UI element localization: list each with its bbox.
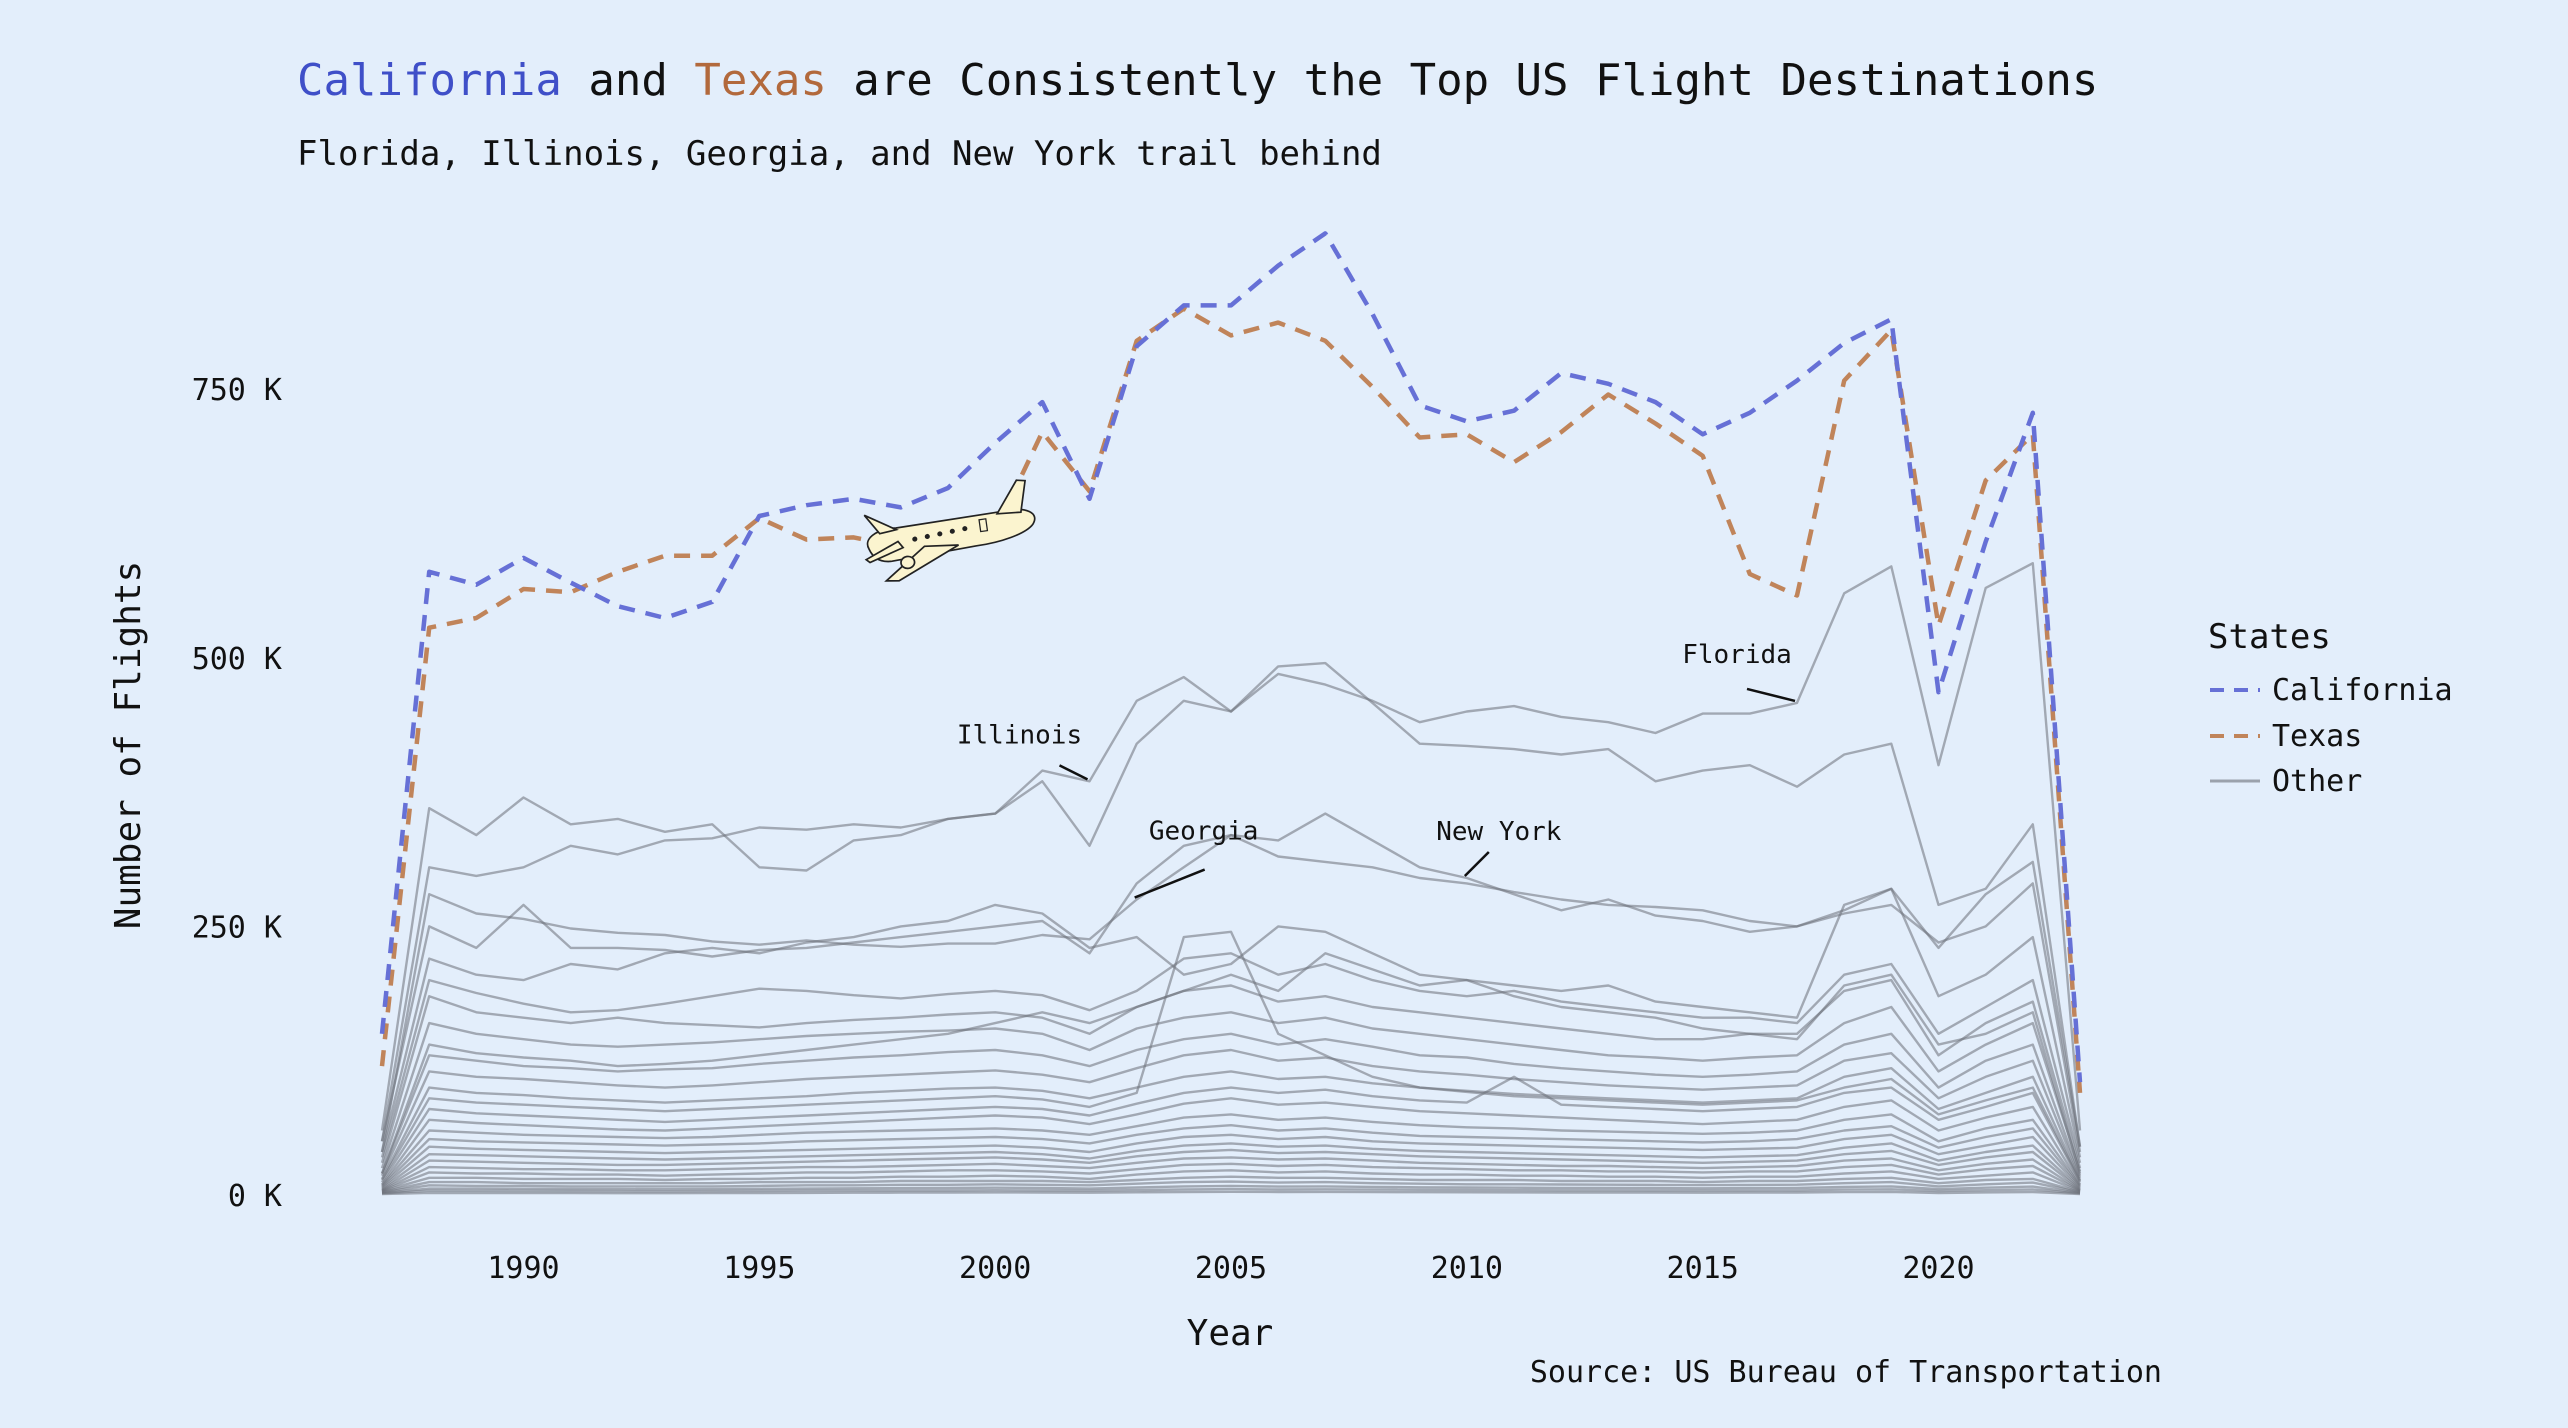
annotation-label: Florida	[1682, 640, 1792, 670]
y-tick-label: 750 K	[192, 373, 282, 408]
series-line-other-k	[381, 1097, 2082, 1186]
annotation-label: Georgia	[1149, 817, 1259, 847]
series-line-other-w	[381, 1187, 2081, 1195]
x-tick-label: 1995	[723, 1251, 795, 1286]
title-texas: Texas	[694, 55, 826, 106]
annotation-leader	[1058, 764, 1089, 781]
title-california: California	[297, 55, 562, 106]
series-line-other-r	[381, 1162, 2081, 1192]
x-tick-label: 2015	[1667, 1251, 1739, 1286]
series-line-other-i	[380, 930, 2082, 1182]
series-line-other-o	[381, 1142, 2081, 1190]
other-series-lines	[380, 562, 2082, 1196]
annotation-label: Illinois	[957, 720, 1082, 750]
series-line-other-n	[381, 1133, 2081, 1189]
series-line-other-c	[380, 978, 2082, 1169]
series-line-other-x	[381, 1190, 2081, 1196]
chart-title: California and Texas are Consistently th…	[297, 55, 2098, 106]
series-line-other-d	[380, 1005, 2082, 1172]
series-line-other-j	[380, 1075, 2082, 1183]
y-tick-label: 0 K	[228, 1179, 282, 1214]
annotation-label: New York	[1436, 817, 1562, 847]
x-tick-label: 2020	[1902, 1251, 1974, 1286]
state-annotations: Illinois Georgia New York Florida	[957, 640, 1796, 899]
series-line-other-m	[381, 1124, 2081, 1188]
title-and: and	[562, 55, 694, 106]
series-line-other-q	[381, 1156, 2081, 1192]
x-axis-title: Year	[1187, 1313, 1274, 1354]
y-tick-label: 250 K	[192, 910, 282, 945]
y-axis-ticks: 0 K 250 K 500 K 750 K	[192, 373, 282, 1214]
series-line-texas	[379, 306, 2083, 1094]
legend-label-texas: Texas	[2272, 719, 2362, 754]
series-line-other-l	[381, 1113, 2081, 1187]
x-axis-ticks: 1990 1995 2000 2005 2010 2015 2020	[487, 1251, 1974, 1286]
source-note: Source: US Bureau of Transportation	[1530, 1355, 2162, 1390]
series-line-other-h	[380, 1067, 2082, 1181]
series-line-other-a	[380, 887, 2082, 1158]
series-line-other-t	[381, 1175, 2081, 1193]
series-line-other-p	[381, 1148, 2081, 1191]
series-line-other-u	[381, 1180, 2081, 1194]
annotation-leader	[1746, 687, 1796, 703]
annotation-leader	[1463, 851, 1490, 877]
series-line-other-e	[380, 952, 2082, 1174]
legend-label-california: California	[2272, 673, 2453, 708]
series-line-other-f	[380, 1032, 2082, 1177]
annotation-leader	[1134, 868, 1206, 899]
legend: States California Texas Other	[2208, 617, 2453, 799]
x-tick-label: 1990	[487, 1251, 559, 1286]
highlight-series-lines	[379, 231, 2083, 1094]
series-line-other-b	[380, 952, 2082, 1164]
legend-title: States	[2208, 617, 2331, 657]
title-rest: are Consistently the Top US Flight Desti…	[827, 55, 2099, 106]
series-line-california	[379, 231, 2083, 1083]
x-tick-label: 2010	[1431, 1251, 1503, 1286]
series-line-illinois	[380, 661, 2082, 1147]
y-axis-title: Number of Flights	[108, 561, 149, 929]
legend-label-other: Other	[2272, 764, 2362, 799]
series-line-other-s	[381, 1169, 2081, 1193]
y-tick-label: 500 K	[192, 642, 282, 677]
airplane-icon	[863, 479, 1036, 582]
series-line-other-g	[380, 1048, 2082, 1179]
chart-subtitle: Florida, Illinois, Georgia, and New York…	[297, 134, 1382, 174]
series-line-other-v	[381, 1184, 2081, 1195]
series-line-new-york	[380, 812, 2082, 1147]
x-tick-label: 2000	[959, 1251, 1031, 1286]
x-tick-label: 2005	[1195, 1251, 1267, 1286]
